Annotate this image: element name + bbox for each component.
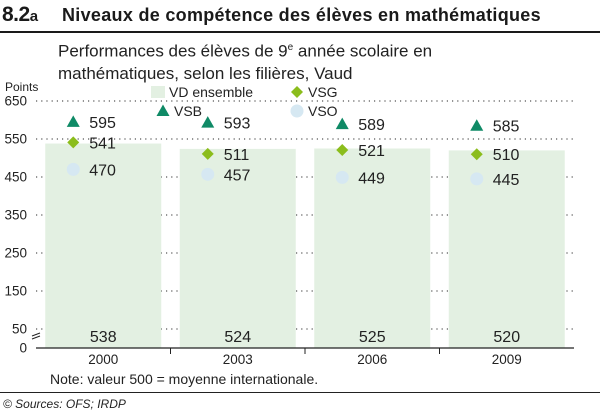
marker-vsb xyxy=(470,119,484,131)
header-rule xyxy=(0,31,600,33)
y-tick-label: 150 xyxy=(4,284,27,299)
legend-swatch-vd-ensemble xyxy=(151,86,165,98)
marker-vsg xyxy=(201,147,214,160)
chart-note: Note: valeur 500 = moyenne international… xyxy=(50,371,319,387)
legend-label: VD ensemble xyxy=(169,84,253,100)
marker-value-label-vsg: 521 xyxy=(358,143,385,160)
bar-vd-ensemble xyxy=(179,148,296,348)
marker-vsg xyxy=(336,144,349,157)
y-tick-label: 0 xyxy=(19,341,27,356)
bar-vd-ensemble xyxy=(314,148,431,348)
axis-break-mark xyxy=(31,335,41,340)
y-tick-label: 450 xyxy=(4,170,27,185)
figure-header: 8.2a Niveaux de compétence des élèves en… xyxy=(0,0,600,33)
y-tick-label: 250 xyxy=(4,246,27,261)
bar-vd-ensemble xyxy=(45,143,162,348)
marker-vsg xyxy=(67,136,80,149)
bar-value-label: 520 xyxy=(493,329,520,346)
figure-number: 8.2a xyxy=(2,3,38,26)
bottom-rule xyxy=(0,392,600,393)
sources-text: © Sources: OFS; IRDP xyxy=(3,397,126,411)
y-tick-label: 650 xyxy=(4,94,27,109)
x-tick-label: 2009 xyxy=(492,352,522,367)
marker-value-label-vsb: 589 xyxy=(358,117,385,134)
legend-swatch-vso xyxy=(290,104,304,118)
marker-value-label-vsg: 541 xyxy=(89,135,116,152)
chart-svg: Points 0 50 150 250 350 450 550 650 538 524 525 520 2… xyxy=(4,80,574,367)
marker-value-label-vsb: 595 xyxy=(89,115,116,132)
marker-vso xyxy=(470,172,484,186)
subtitle-superscript: e xyxy=(287,42,294,53)
legend-label: VSG xyxy=(308,84,338,100)
x-tick-label: 2006 xyxy=(357,352,387,367)
marker-vso xyxy=(335,170,349,184)
bar-value-label: 538 xyxy=(90,329,117,346)
marker-vsb xyxy=(201,116,215,128)
marker-vsb xyxy=(335,117,349,130)
bar-value-label: 525 xyxy=(359,329,386,346)
marker-value-label-vsg: 511 xyxy=(224,147,250,164)
y-tick-label: 550 xyxy=(4,132,27,147)
figure-number-suffix: a xyxy=(29,8,38,25)
legend-swatch-vsb xyxy=(156,104,170,116)
chart-subtitle: Performances des élèves de 9e année scol… xyxy=(58,41,433,83)
y-axis-label: Points xyxy=(5,80,38,94)
marker-vso xyxy=(201,167,215,181)
marker-value-label-vso: 457 xyxy=(224,167,251,184)
y-tick-label: 50 xyxy=(12,322,27,337)
marker-value-label-vsb: 585 xyxy=(493,119,520,136)
x-tick-label: 2003 xyxy=(223,352,253,367)
bar-vd-ensemble xyxy=(448,150,565,348)
legend-label: VSB xyxy=(174,103,202,119)
marker-value-label-vsg: 510 xyxy=(493,147,520,164)
figure-title: Niveaux de compétence des élèves en math… xyxy=(62,5,541,25)
marker-vsb xyxy=(66,115,80,127)
axis-break-mark xyxy=(31,332,41,337)
legend-swatch-vsg xyxy=(291,86,303,98)
marker-vsg xyxy=(470,148,483,161)
x-tick-label: 2000 xyxy=(88,352,118,367)
legend-label: VSO xyxy=(308,103,338,119)
marker-vso xyxy=(66,162,80,176)
marker-value-label-vso: 445 xyxy=(493,172,520,189)
y-tick-label: 350 xyxy=(4,208,27,223)
marker-value-label-vso: 449 xyxy=(358,170,385,187)
bar-value-label: 524 xyxy=(224,329,251,346)
marker-value-label-vso: 470 xyxy=(89,162,116,179)
marker-value-label-vsb: 593 xyxy=(224,116,251,133)
